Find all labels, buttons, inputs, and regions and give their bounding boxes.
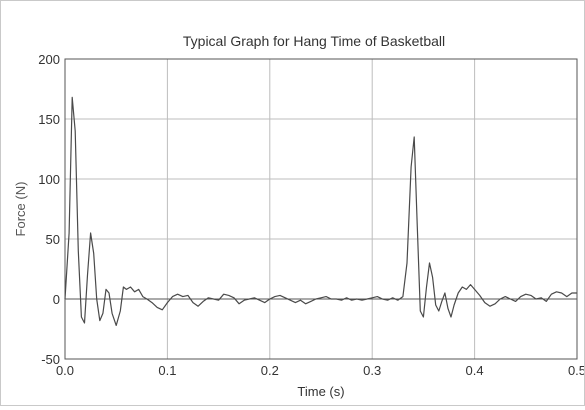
- series-line-force: [64, 96, 577, 326]
- y-tick-label: 200: [38, 52, 60, 67]
- y-tick-label: 50: [46, 232, 60, 247]
- y-tick-label: -50: [41, 352, 60, 367]
- y-tick-label: 0: [53, 292, 60, 307]
- x-tick-label: 0.2: [261, 363, 279, 378]
- y-axis-label: Force (N): [13, 182, 28, 237]
- x-tick-label: 0.1: [158, 363, 176, 378]
- y-tick-label: 100: [38, 172, 60, 187]
- x-tick-label: 0.3: [363, 363, 381, 378]
- x-tick-labels: 0.0 0.1 0.2 0.3 0.4 0.5: [56, 363, 585, 378]
- y-tick-labels: -50 0 50 100 150 200: [38, 52, 60, 367]
- grid: [64, 58, 578, 360]
- x-tick-label: 0.4: [466, 363, 484, 378]
- x-tick-label: 0.0: [56, 363, 74, 378]
- plot-area: [64, 58, 578, 360]
- x-tick-label: 0.5: [568, 363, 584, 378]
- x-axis-label: Time (s): [297, 384, 344, 399]
- chart-title: Typical Graph for Hang Time of Basketbal…: [183, 33, 445, 49]
- y-tick-label: 150: [38, 112, 60, 127]
